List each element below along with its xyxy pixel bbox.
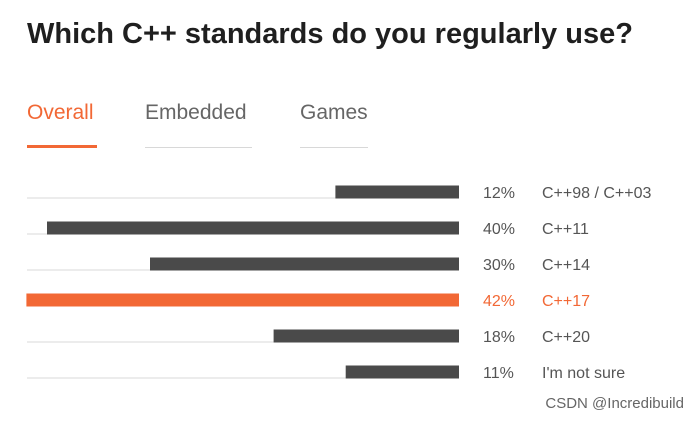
category-label: C++98 / C++03 [542, 185, 652, 202]
value-label: 12% [483, 185, 515, 202]
bar-c-11 [47, 221, 459, 235]
tab-embedded[interactable]: Embedded [145, 98, 252, 148]
bar-c-17 [26, 293, 460, 307]
category-label: C++20 [542, 329, 590, 346]
tab-games[interactable]: Games [300, 98, 368, 148]
value-label: 30% [483, 257, 515, 274]
bar-chart: 12% C++98 / C++03 40% C++11 30% C++14 42% C++17… [26, 185, 652, 382]
value-label: 11% [483, 365, 514, 382]
value-label: 18% [483, 329, 515, 346]
bar-c-20 [273, 329, 459, 343]
category-label: C++17 [542, 293, 590, 310]
bar-c-98-c-03 [335, 185, 459, 199]
bar-c-14 [150, 257, 459, 271]
page-title: Which C++ standards do you regularly use… [27, 18, 633, 50]
category-label: C++11 [542, 221, 589, 238]
category-label: C++14 [542, 257, 590, 274]
value-label: 40% [483, 221, 515, 238]
tab-overall[interactable]: Overall [27, 98, 97, 148]
category-label: I'm not sure [542, 365, 625, 382]
value-label: 42% [483, 293, 515, 310]
watermark: CSDN @Incredibuild [545, 395, 684, 412]
bar-i-m-not-sure [345, 365, 459, 379]
